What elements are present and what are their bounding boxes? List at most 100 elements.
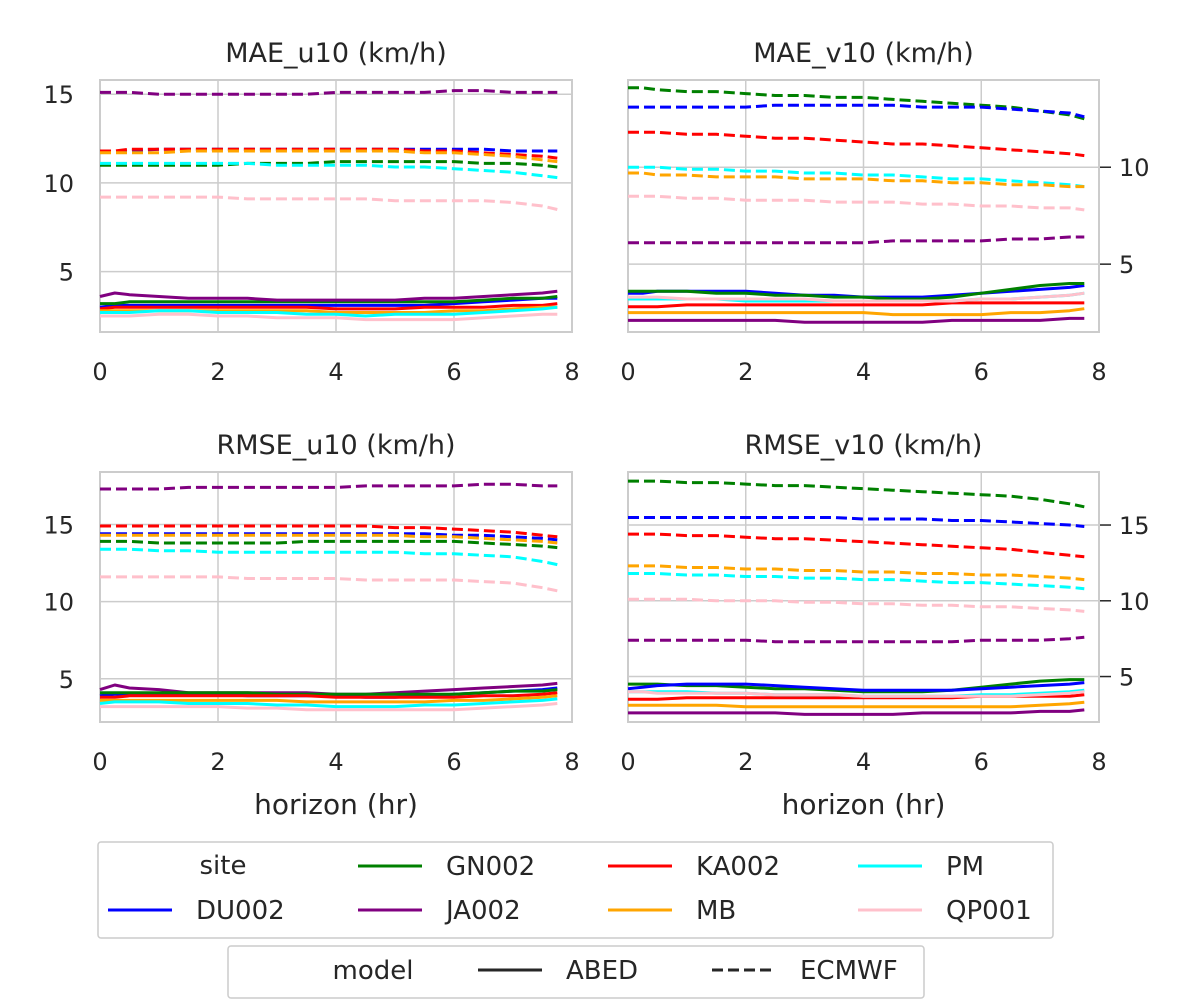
- series-line-ka002-abed: [628, 301, 1085, 309]
- legend-model-title: model: [333, 956, 414, 986]
- x-tick-label: 8: [564, 748, 579, 776]
- x-tick-label: 6: [446, 358, 461, 386]
- chart-panels: MAE_u10 (km/h) 0 2 4 6 8 5 10 15 MAE_v10 (km/h) 0 2…: [43, 38, 1149, 821]
- series-line-ja002-abed: [628, 316, 1085, 324]
- series-line-pm-ecmwf: [628, 165, 1085, 189]
- plot-frame: [99, 79, 573, 333]
- series-line-qp001-ecmwf: [628, 194, 1085, 212]
- y-tick-label: 10: [1119, 154, 1150, 182]
- x-tick-label: 0: [620, 748, 635, 776]
- series-line-qp001-abed: [628, 291, 1085, 303]
- legend-entry-ecmwf: ECMWF: [712, 956, 898, 986]
- x-tick-label: 2: [210, 748, 225, 776]
- x-tick-label: 0: [92, 748, 107, 776]
- series-line-mb-ecmwf: [628, 564, 1085, 582]
- series-line-ja002-abed: [99, 289, 558, 302]
- series-line-mb-abed: [628, 307, 1085, 317]
- series-line-gn002-ecmwf: [628, 479, 1085, 509]
- x-tick-label: 0: [92, 358, 107, 386]
- panel-title: MAE_v10 (km/h): [753, 38, 973, 69]
- series-line-gn002-abed: [100, 688, 558, 696]
- x-tick-label: 4: [856, 748, 871, 776]
- legend-label: GN002: [446, 852, 535, 882]
- legend-entry-ka002: KA002: [608, 852, 780, 882]
- x-tick-label: 4: [328, 358, 343, 386]
- panel-4: RMSE_v10 (km/h) 0 2 4 6 8 5 10 15 horizon (hr): [620, 430, 1149, 821]
- y-tick-label: 5: [1119, 664, 1134, 692]
- legend-entry-abed: ABED: [478, 956, 638, 986]
- series-line-gn002-ecmwf: [628, 86, 1085, 121]
- series-line-ka002-ecmwf: [628, 532, 1085, 559]
- x-tick-label: 8: [1091, 748, 1106, 776]
- series-line-ja002-ecmwf: [100, 89, 558, 96]
- series-line-qp001-ecmwf: [100, 195, 558, 211]
- y-tick-label: 15: [1119, 512, 1150, 540]
- x-tick-label: 8: [1091, 358, 1106, 386]
- legend-site-title: site: [200, 851, 247, 881]
- panel-title: MAE_u10 (km/h): [225, 38, 447, 69]
- panel-1: MAE_u10 (km/h) 0 2 4 6 8 5 10 15: [43, 38, 579, 386]
- x-tick-label: 0: [620, 358, 635, 386]
- series-line-qp001-ecmwf: [628, 597, 1085, 613]
- x-tick-label: 4: [328, 748, 343, 776]
- series-line-ka002-abed: [99, 302, 558, 311]
- series-line-du002-abed: [627, 681, 1085, 692]
- x-tick-label: 6: [974, 748, 989, 776]
- series-line-mb-abed: [628, 700, 1085, 709]
- series-line-mb-ecmwf: [100, 149, 558, 164]
- x-tick-label: 6: [446, 748, 461, 776]
- legend-label: DU002: [196, 896, 285, 926]
- legend-label: KA002: [696, 852, 780, 882]
- series-line-qp001-abed: [100, 312, 558, 322]
- plot-frame: [627, 471, 1100, 723]
- series-line-pm-abed: [100, 305, 558, 318]
- series-line-qp001-abed: [100, 702, 558, 712]
- series-line-ka002-abed: [100, 691, 558, 699]
- series-line-du002-ecmwf: [628, 103, 1085, 119]
- series-line-qp001-ecmwf: [100, 575, 558, 593]
- y-tick-label: 5: [59, 259, 74, 287]
- legend-label: QP001: [946, 896, 1032, 926]
- x-tick-label: 8: [564, 358, 579, 386]
- x-tick-label: 2: [738, 358, 753, 386]
- series-line-gn002-ecmwf: [100, 160, 558, 169]
- legend-site: site DU002 GN002 JA002 KA002 MB PM QP001: [97, 841, 1054, 939]
- series-line-ja002-ecmwf: [628, 235, 1085, 245]
- series-line-pm-ecmwf: [100, 547, 558, 567]
- x-tick-label: 6: [974, 358, 989, 386]
- legend-entry-du002: DU002: [108, 896, 285, 926]
- legend-entry-pm: PM: [858, 852, 984, 882]
- panel-title: RMSE_v10 (km/h): [745, 430, 983, 461]
- y-tick-label: 15: [43, 511, 74, 539]
- series-line-du002-ecmwf: [100, 532, 558, 542]
- legend-site-frame: [97, 841, 1054, 939]
- series-line-gn002-abed: [628, 282, 1085, 301]
- legend-entry-gn002: GN002: [358, 852, 535, 882]
- y-tick-label: 10: [1119, 588, 1150, 616]
- x-axis-label: horizon (hr): [254, 788, 418, 821]
- series-line-ja002-abed: [628, 708, 1085, 716]
- x-tick-label: 2: [210, 358, 225, 386]
- y-tick-label: 5: [59, 666, 74, 694]
- legend-entry-ja002: JA002: [358, 896, 521, 926]
- panel-3: RMSE_u10 (km/h) 0 2 4 6 8 5 10 15 horizon (hr): [43, 430, 579, 821]
- legend-label: PM: [946, 852, 984, 882]
- x-axis-label: horizon (hr): [782, 788, 946, 821]
- legend-entry-qp001: QP001: [858, 896, 1032, 926]
- y-tick-label: 10: [43, 170, 74, 198]
- legend-model-frame: [227, 945, 925, 999]
- series-line-ka002-ecmwf: [100, 524, 558, 539]
- legend-label: JA002: [444, 896, 521, 926]
- plot-frame: [99, 471, 573, 723]
- legend-label: MB: [696, 896, 736, 926]
- y-tick-label: 10: [43, 589, 74, 617]
- series-line-du002-abed: [99, 296, 558, 309]
- series-line-qp001-abed: [628, 690, 1085, 698]
- legend-label: ECMWF: [800, 956, 898, 986]
- legend-model: model ABED ECMWF: [227, 945, 925, 999]
- series-line-ja002-ecmwf: [628, 635, 1085, 644]
- series-line-ja002-ecmwf: [100, 482, 558, 491]
- legend-entry-mb: MB: [608, 896, 736, 926]
- y-tick-label: 15: [43, 81, 74, 109]
